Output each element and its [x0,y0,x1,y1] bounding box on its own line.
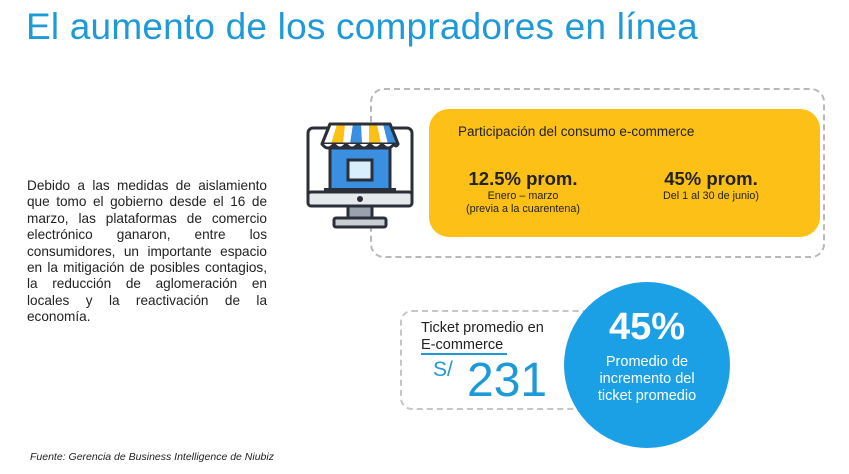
stat-value: 45% prom. [664,168,758,189]
increase-line-3: ticket promedio [597,388,697,404]
source-note: Fuente: Gerencia de Business Intelligenc… [30,451,274,463]
stat-period: Del 1 al 30 de junio) [662,190,760,202]
ticket-label: Ticket promedio en E-commerce [421,320,544,354]
body-paragraph: Debido a las medidas de aislamiento que … [27,178,267,325]
ticket-label-line-1: Ticket promedio en [421,320,544,336]
ecommerce-share-card: Participación del consumo e-commerce 12.… [429,109,820,237]
ticket-amount: 231 [467,354,548,407]
ticket-underline [421,353,507,355]
increase-percent: 45% [608,306,686,348]
increase-description: Promedio de incremento del ticket promed… [572,354,722,405]
increase-line-1: Promedio de [605,354,689,370]
ticket-currency: S/ [433,358,453,381]
page-title: El aumento de los compradores en línea [26,6,698,47]
increase-line-2: incremento del [599,371,695,387]
stat-note: (previa a la cuarentena) [465,203,581,215]
storefront-on-monitor-icon [306,122,414,229]
ticket-label-line-2: E-commerce [421,337,504,353]
increase-circle: 45% Promedio de incremento del ticket pr… [564,282,730,448]
stat-june: 45% prom. Del 1 al 30 de junio) [641,168,781,203]
card-title: Participación del consumo e-commerce [458,124,695,139]
stat-value: 12.5% prom. [468,168,578,189]
stat-period: Enero – marzo [487,190,559,202]
stat-jan-mar: 12.5% prom. Enero – marzo (previa a la c… [433,168,613,216]
